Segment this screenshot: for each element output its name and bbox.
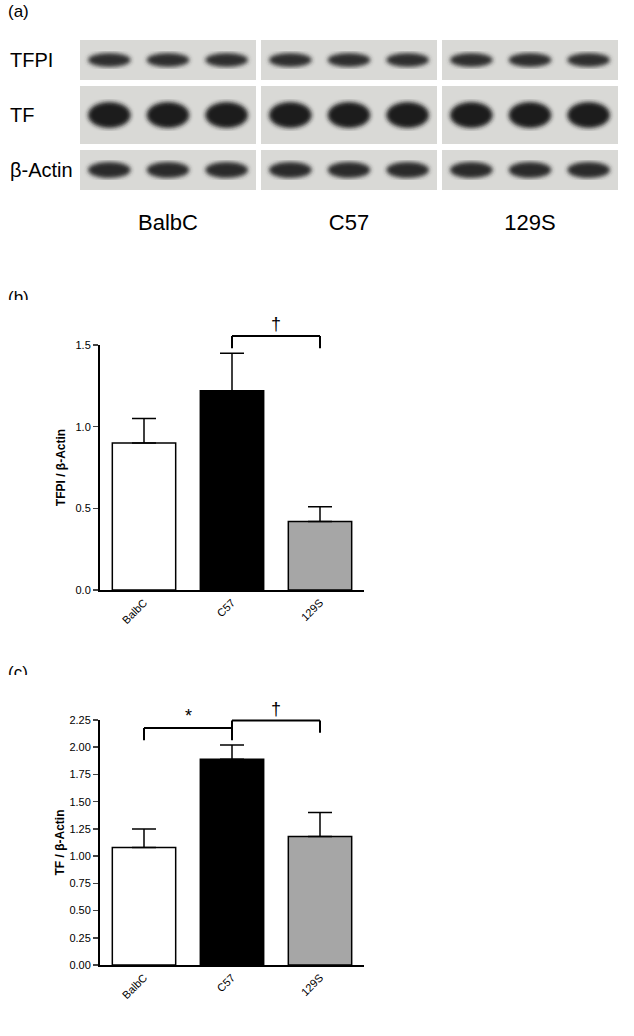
html-text:(a): (a) (8, 2, 29, 21)
html-text:(b): (b) (8, 288, 29, 307)
svg-text:129S: 129S (299, 597, 326, 624)
svg-text:TF: TF (10, 104, 34, 126)
svg-text:0.75: 0.75 (69, 877, 90, 889)
svg-text:TFPI / β-Actin: TFPI / β-Actin (54, 429, 68, 506)
svg-text:129S: 129S (504, 210, 555, 235)
svg-text:2.00: 2.00 (69, 741, 90, 753)
svg-text:0.0: 0.0 (76, 584, 91, 596)
svg-text:1.75: 1.75 (69, 768, 90, 780)
svg-text:0.50: 0.50 (69, 904, 90, 916)
svg-text:†: † (271, 699, 281, 719)
svg-text:BalbC: BalbC (120, 596, 150, 626)
svg-text:0.5: 0.5 (76, 502, 91, 514)
svg-text:TF / β-Actin: TF / β-Actin (53, 810, 67, 876)
svg-text:β-Actin: β-Actin (10, 159, 73, 181)
svg-text:1.25: 1.25 (69, 823, 90, 835)
svg-text:0.25: 0.25 (69, 932, 90, 944)
svg-text:C57: C57 (329, 210, 369, 235)
svg-text:C57: C57 (215, 597, 238, 620)
svg-text:1.50: 1.50 (69, 796, 90, 808)
svg-text:BalbC: BalbC (138, 210, 198, 235)
svg-text:1.5: 1.5 (76, 339, 91, 351)
svg-text:TFPI: TFPI (10, 49, 53, 71)
svg-text:C57: C57 (215, 972, 238, 995)
svg-text:†: † (271, 314, 281, 334)
svg-text:BalbC: BalbC (120, 971, 150, 1001)
svg-text:0.00: 0.00 (69, 959, 90, 971)
svg-text:129S: 129S (299, 972, 326, 999)
html-text:(c): (c) (8, 663, 28, 682)
svg-text:1.0: 1.0 (76, 421, 91, 433)
svg-text:2.25: 2.25 (69, 714, 90, 726)
svg-text:*: * (185, 706, 192, 726)
svg-text:1.00: 1.00 (69, 850, 90, 862)
